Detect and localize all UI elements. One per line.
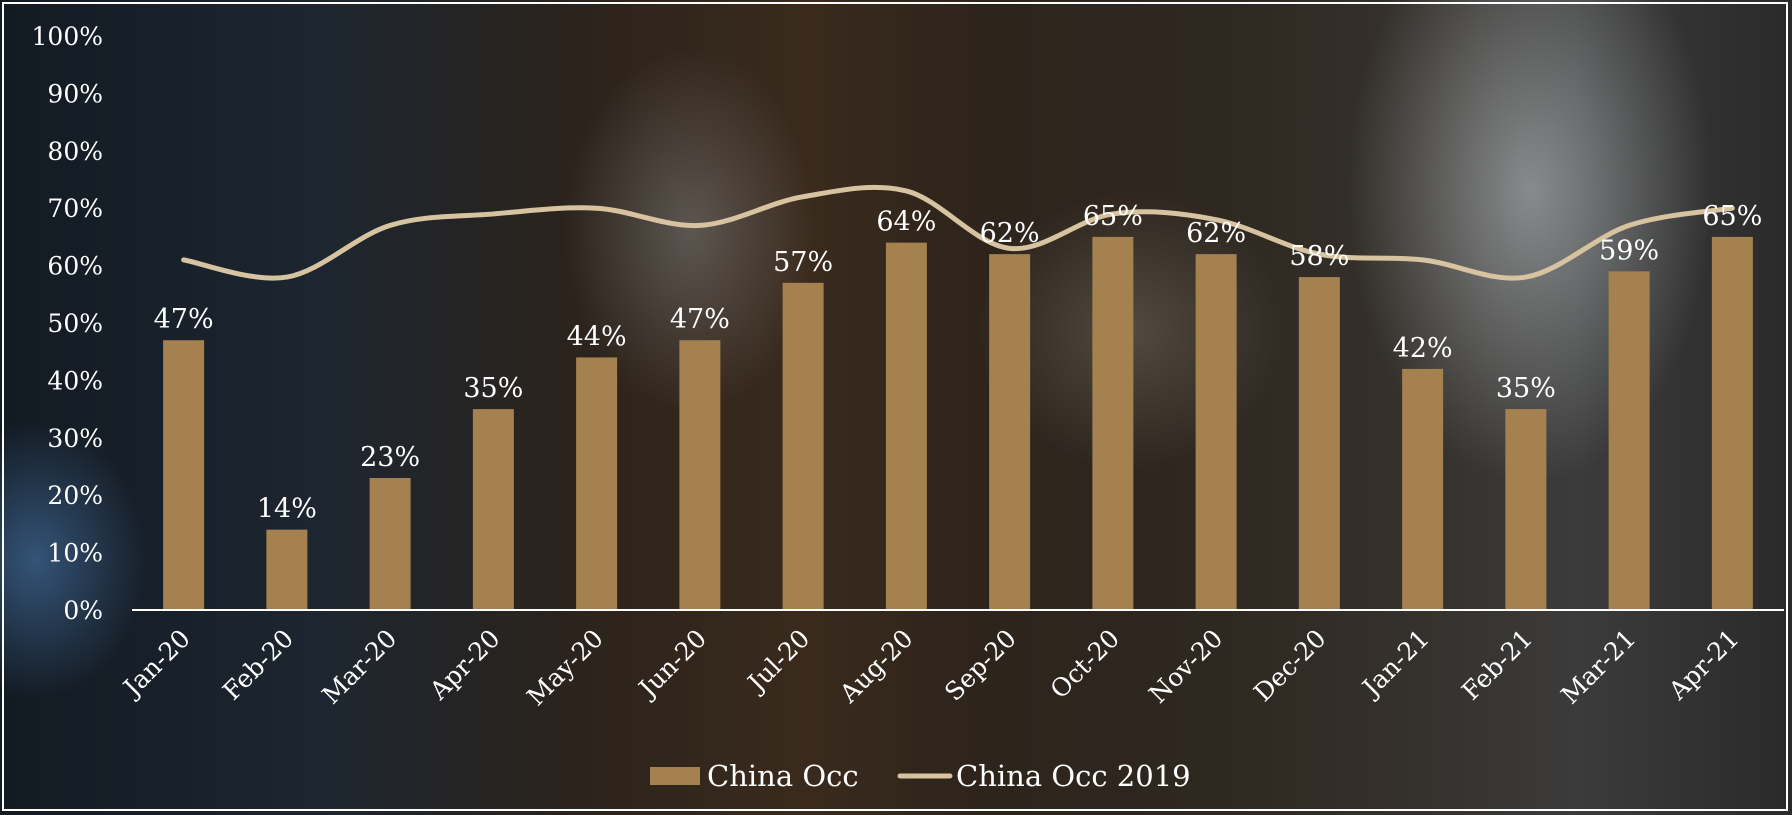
data-label: 47% [154, 304, 214, 335]
data-label: 62% [980, 218, 1040, 249]
bar [1402, 368, 1444, 610]
data-label: 44% [567, 321, 627, 352]
data-label: 65% [1702, 201, 1762, 232]
legend-label-china-occ-2019: China Occ 2019 [956, 759, 1191, 793]
x-axis: Jan-20 Feb-20 Mar-20 Apr-20 May-20 Jun-20 Jul-… [116, 624, 1745, 712]
y-tick-label: 80% [47, 137, 103, 166]
x-tick-label: Feb-21 [1456, 624, 1538, 706]
bar [1711, 236, 1753, 610]
data-label: 58% [1289, 241, 1349, 272]
bar [679, 340, 721, 610]
line-path [181, 184, 1735, 281]
line-series-china-occ-2019 [181, 184, 1735, 281]
y-tick-label: 10% [47, 539, 103, 568]
data-label: 64% [876, 207, 936, 238]
bar [1195, 254, 1237, 610]
y-tick-label: 30% [47, 424, 103, 453]
data-label: 35% [463, 373, 523, 404]
y-tick-label: 70% [47, 194, 103, 223]
bar [885, 242, 927, 610]
x-tick-label: Nov-20 [1143, 624, 1228, 709]
bar [1298, 277, 1340, 610]
x-tick-label: Jan-21 [1355, 624, 1435, 704]
bar [1505, 409, 1547, 610]
data-label: 14% [257, 494, 317, 525]
data-label: 57% [773, 247, 833, 278]
y-tick-label: 20% [47, 481, 103, 510]
bar [989, 254, 1031, 610]
x-tick-label: Apr-20 [423, 624, 505, 706]
x-tick-label: Oct-20 [1045, 624, 1125, 704]
x-tick-label: Aug-20 [833, 624, 918, 709]
data-label: 65% [1083, 201, 1143, 232]
x-tick-label: Dec-20 [1248, 624, 1332, 708]
legend-label-china-occ: China Occ [707, 759, 859, 793]
legend-swatch-china-occ [650, 767, 700, 785]
x-tick-label: Sep-20 [939, 624, 1022, 707]
bar [472, 409, 514, 610]
data-label: 62% [1186, 218, 1246, 249]
bar [266, 529, 308, 610]
x-tick-label: Feb-20 [217, 624, 299, 706]
y-tick-label: 60% [47, 252, 103, 281]
bar [369, 477, 411, 610]
data-label: 59% [1599, 235, 1659, 266]
y-tick-label: 40% [47, 366, 103, 395]
y-tick-label: 0% [63, 596, 103, 625]
y-tick-label: 50% [47, 309, 103, 338]
y-axis: 0% 10% 20% 30% 40% 50% 60% 70% 80% 90% 100% [32, 22, 103, 625]
x-tick-label: Jan-20 [116, 624, 196, 704]
data-label: 47% [670, 304, 730, 335]
x-tick-label: Apr-21 [1662, 624, 1744, 706]
bar [782, 282, 824, 610]
bar-series-china-occ [163, 236, 1753, 610]
data-label: 35% [1496, 373, 1556, 404]
x-tick-label: Mar-21 [1555, 624, 1641, 710]
x-tick-label: May-20 [521, 624, 609, 712]
bar [1092, 236, 1134, 610]
legend: China Occ China Occ 2019 [650, 759, 1191, 793]
data-label: 42% [1393, 333, 1453, 364]
bar [576, 357, 618, 610]
data-label: 23% [360, 442, 420, 473]
x-tick-label: Jun-20 [631, 624, 712, 705]
y-tick-label: 90% [47, 79, 103, 108]
bar [1608, 271, 1650, 610]
x-tick-label: Jul-20 [740, 624, 815, 699]
data-labels: 47% 14% 23% 35% 44% 47% 57% 64% 62% 65% 62% 58% 42% 3… [154, 201, 1763, 525]
x-tick-label: Mar-20 [316, 624, 402, 710]
y-tick-label: 100% [32, 22, 103, 51]
bar [163, 340, 205, 610]
